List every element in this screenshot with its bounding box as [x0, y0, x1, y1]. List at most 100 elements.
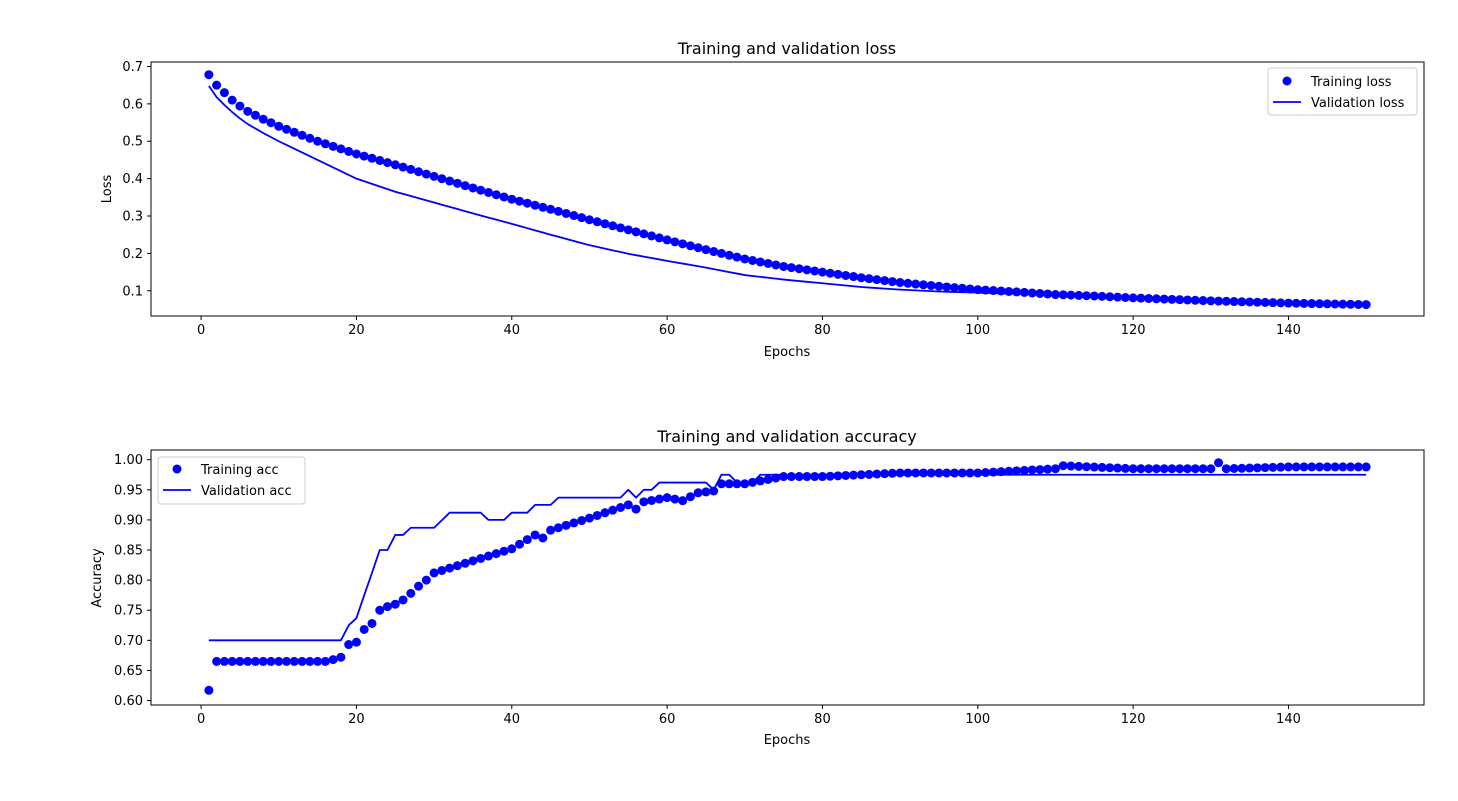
accuracy-data-point [1338, 462, 1348, 472]
loss-y-tick-label: 0.2 [122, 247, 143, 262]
loss-legend-label-training: Training loss [1310, 75, 1392, 90]
loss-legend: Training loss Validation loss [1267, 67, 1418, 116]
accuracy-data-point [794, 472, 804, 482]
accuracy-data-point [499, 546, 509, 556]
accuracy-data-point [538, 533, 548, 543]
loss-data-point [887, 277, 897, 287]
accuracy-data-point [243, 656, 253, 666]
accuracy-data-point [1113, 463, 1123, 473]
accuracy-data-point [1237, 463, 1247, 473]
accuracy-data-point [1214, 458, 1224, 468]
accuracy-data-point [1151, 464, 1161, 474]
loss-data-point [895, 278, 905, 288]
loss-data-point [437, 174, 447, 184]
accuracy-data-point [522, 535, 532, 545]
loss-data-point [678, 239, 688, 249]
loss-data-point [320, 139, 330, 149]
accuracy-data-point [437, 565, 447, 575]
accuracy-data-point [445, 563, 455, 573]
accuracy-data-point [367, 618, 377, 628]
accuracy-y-tick-label: 0.60 [114, 694, 143, 709]
accuracy-data-point [1105, 463, 1115, 473]
accuracy-y-tick-label: 0.70 [114, 634, 143, 649]
accuracy-data-point [647, 495, 657, 505]
loss-chart: Training and validation loss 0 20 40 60 80 10… [100, 39, 1425, 360]
accuracy-data-point [1206, 464, 1216, 474]
accuracy-data-point [1120, 463, 1130, 473]
loss-data-point [250, 110, 260, 120]
loss-data-point [274, 121, 284, 131]
accuracy-data-point [219, 656, 229, 666]
loss-y-tick-label: 0.1 [122, 284, 143, 299]
loss-data-point [755, 257, 765, 267]
accuracy-data-point [468, 556, 478, 566]
accuracy-y-tick-label: 0.95 [114, 483, 143, 498]
loss-data-point [282, 124, 292, 134]
loss-x-tick-label: 120 [1121, 323, 1146, 338]
loss-data-point [926, 281, 936, 291]
loss-data-point [918, 280, 928, 290]
accuracy-data-point [817, 472, 827, 482]
accuracy-data-point [1307, 462, 1317, 472]
accuracy-data-point [1043, 464, 1053, 474]
loss-data-point [849, 272, 859, 282]
accuracy-data-point [1291, 462, 1301, 472]
accuracy-data-point [662, 493, 672, 503]
accuracy-data-point [328, 655, 338, 665]
accuracy-data-point [616, 503, 626, 512]
accuracy-data-point [584, 513, 594, 523]
loss-data-point [219, 88, 229, 98]
loss-data-point [934, 281, 944, 291]
accuracy-data-point [678, 496, 688, 506]
loss-data-point [351, 149, 361, 159]
accuracy-data-point [903, 468, 913, 478]
accuracy-data-point [390, 599, 400, 609]
loss-data-point [965, 284, 975, 294]
accuracy-legend: Training acc Validation acc [157, 456, 306, 505]
accuracy-data-point [942, 468, 952, 478]
accuracy-legend-marker-training [172, 464, 182, 474]
accuracy-data-point [561, 520, 571, 530]
accuracy-data-point [1050, 464, 1060, 474]
loss-data-point [600, 219, 610, 229]
accuracy-data-point [1167, 464, 1177, 474]
accuracy-series-line-1 [208, 473, 1367, 642]
loss-data-point [623, 225, 633, 235]
loss-data-point [507, 194, 517, 204]
accuracy-data-point [515, 539, 525, 549]
accuracy-data-point [1004, 466, 1014, 476]
loss-y-axis-label: Loss [100, 175, 115, 204]
loss-data-point [212, 80, 222, 90]
accuracy-x-tick-label: 0 [197, 712, 205, 727]
loss-data-point [732, 252, 742, 262]
accuracy-data-point [1346, 462, 1356, 472]
accuracy-data-point [491, 549, 501, 559]
accuracy-data-point [810, 472, 820, 482]
accuracy-data-point [1283, 462, 1293, 472]
accuracy-y-tick-label: 0.90 [114, 513, 143, 528]
accuracy-data-point [530, 530, 540, 540]
loss-data-point [328, 141, 338, 151]
accuracy-data-point [1097, 462, 1107, 472]
loss-data-point [468, 183, 478, 193]
loss-series-line-1 [208, 85, 1367, 306]
accuracy-data-point [1315, 462, 1325, 472]
accuracy-data-point [592, 510, 602, 520]
loss-x-tick-label: 40 [504, 323, 521, 338]
loss-data-point [530, 200, 540, 210]
accuracy-data-point [476, 553, 486, 563]
accuracy-y-ticks: 0.60 0.65 0.70 0.75 0.80 0.85 0.90 0.95 1.00 [114, 453, 151, 709]
accuracy-data-point [336, 652, 346, 662]
accuracy-data-point [414, 581, 424, 591]
loss-plot-marks [204, 70, 1371, 310]
accuracy-data-point [483, 551, 493, 561]
loss-x-tick-label: 20 [348, 323, 365, 338]
accuracy-data-point [825, 471, 835, 481]
accuracy-data-point [344, 640, 354, 650]
loss-data-point [662, 235, 672, 245]
accuracy-data-point [1330, 462, 1340, 472]
loss-data-point [864, 274, 874, 284]
accuracy-data-point [1027, 465, 1037, 475]
accuracy-data-point [802, 472, 812, 482]
accuracy-data-point [949, 468, 959, 478]
